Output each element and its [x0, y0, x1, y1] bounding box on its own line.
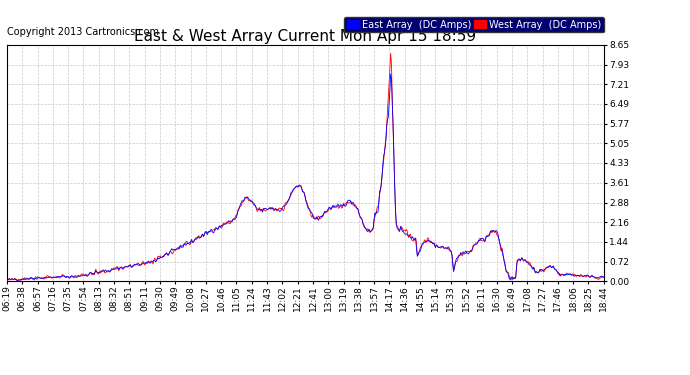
Text: Copyright 2013 Cartronics.com: Copyright 2013 Cartronics.com — [7, 27, 159, 37]
Legend: East Array  (DC Amps), West Array  (DC Amps): East Array (DC Amps), West Array (DC Amp… — [344, 16, 604, 33]
Title: East & West Array Current Mon Apr 15 18:59: East & West Array Current Mon Apr 15 18:… — [135, 29, 476, 44]
